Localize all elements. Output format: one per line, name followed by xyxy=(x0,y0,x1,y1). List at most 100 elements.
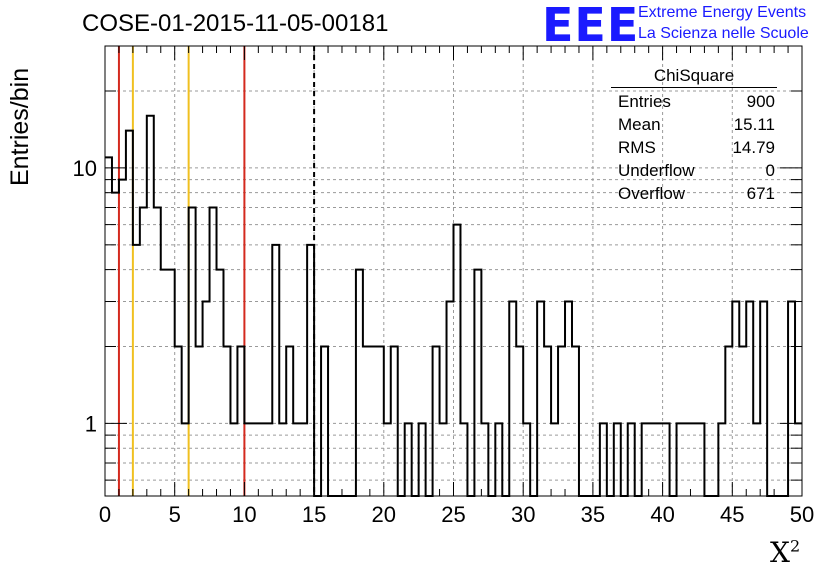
histogram-bin xyxy=(649,423,656,496)
histogram-bin xyxy=(384,423,391,496)
histogram-bin xyxy=(321,347,328,496)
histogram-bin xyxy=(600,423,607,496)
histogram-bin xyxy=(133,245,140,496)
x-tick-label: 50 xyxy=(790,502,814,527)
axis-ticks xyxy=(104,45,803,496)
stats-value: 900 xyxy=(746,92,775,111)
histogram-bin xyxy=(663,423,670,496)
histogram-bin xyxy=(447,302,454,496)
histogram-bin xyxy=(523,423,530,496)
stats-row-entries: Entries 900 xyxy=(611,90,777,113)
histogram-bin xyxy=(558,347,565,496)
x-axis-label-text: X xyxy=(770,536,790,569)
stats-label: Entries xyxy=(618,92,671,111)
histogram-bin xyxy=(175,347,182,496)
histogram-bin xyxy=(363,347,370,496)
histogram-bin xyxy=(196,347,203,496)
x-axis-label: X2 xyxy=(770,536,800,569)
histogram-bin xyxy=(460,423,467,496)
histogram-bin xyxy=(690,423,697,496)
stats-row-mean: Mean 15.11 xyxy=(611,113,777,136)
y-tick-label: 1 xyxy=(85,411,97,436)
x-axis-label-superscript: 2 xyxy=(789,536,801,556)
histogram-bin xyxy=(537,302,544,496)
histogram-bin xyxy=(300,423,307,496)
histogram-bin xyxy=(223,347,230,496)
histogram-line xyxy=(105,114,802,497)
chart-title: COSE-01-2015-11-05-00181 xyxy=(82,10,389,37)
histogram-bin xyxy=(272,245,279,496)
histogram-bin xyxy=(237,347,244,496)
x-tick-label: 35 xyxy=(581,502,605,527)
histogram-bin xyxy=(161,270,168,496)
histogram-bin xyxy=(189,207,196,496)
histogram-bin xyxy=(182,423,189,496)
histogram-bin xyxy=(788,302,795,496)
histogram-bin xyxy=(440,423,447,496)
histogram-bin xyxy=(474,270,481,496)
stats-value: 15.11 xyxy=(733,115,775,134)
brand-line-1: Extreme Energy Events xyxy=(638,4,807,21)
histogram-bin xyxy=(265,423,272,496)
histogram-bin xyxy=(168,270,175,496)
stats-value: 0 xyxy=(765,161,775,180)
stats-value: 671 xyxy=(746,184,775,203)
stats-label: RMS xyxy=(618,138,656,157)
histogram-bin xyxy=(677,423,684,496)
stats-label: Underflow xyxy=(618,161,695,180)
histogram-bin xyxy=(230,423,237,496)
histogram-bin xyxy=(656,423,663,496)
histogram-bin xyxy=(356,270,363,496)
histogram-bin xyxy=(293,423,300,496)
stats-label: Mean xyxy=(618,115,661,134)
histogram-bin xyxy=(739,347,746,496)
histogram-bin xyxy=(140,207,147,496)
histogram-bin xyxy=(147,116,154,496)
histogram-bin xyxy=(419,423,426,496)
histogram-bin xyxy=(509,302,516,496)
histogram-bin xyxy=(614,423,621,496)
tick-labels: 0 5 10 15 20 25 30 35 40 45 50 1 10 xyxy=(73,156,815,527)
x-tick-label: 30 xyxy=(511,502,535,527)
histogram-bin xyxy=(370,347,377,496)
x-tick-label: 5 xyxy=(169,502,181,527)
histogram-bin xyxy=(684,423,691,496)
x-tick-label: 45 xyxy=(720,502,744,527)
histogram-bin xyxy=(405,423,412,496)
histogram-bin xyxy=(251,423,258,496)
histogram-bin xyxy=(203,302,210,496)
x-tick-label: 40 xyxy=(650,502,674,527)
histogram-bin xyxy=(760,302,767,496)
eee-logo: EEE xyxy=(542,0,640,52)
histogram-bin xyxy=(377,347,384,496)
brand-line-2: La Scienza nelle Scuole xyxy=(638,25,809,42)
x-tick-label: 10 xyxy=(232,502,256,527)
histogram-bin xyxy=(551,423,558,496)
histogram-bin xyxy=(565,302,572,496)
histogram-bin xyxy=(642,423,649,496)
histogram-bin xyxy=(119,180,126,496)
histogram-bin xyxy=(732,302,739,496)
histogram-bin xyxy=(725,347,732,496)
histogram-bin xyxy=(258,423,265,496)
histogram-bin xyxy=(126,131,133,496)
histogram-bin xyxy=(391,347,398,496)
histogram-bin xyxy=(112,193,119,496)
histogram-bin xyxy=(454,225,461,496)
histogram-bin xyxy=(753,423,760,496)
histogram-bin xyxy=(628,423,635,496)
stats-box: ChiSquare Entries 900 Mean 15.11 RMS 14.79 … xyxy=(611,66,777,205)
x-tick-label: 20 xyxy=(372,502,396,527)
stats-row-underflow: Underflow 0 xyxy=(611,159,777,182)
histogram-bin xyxy=(495,423,502,496)
histogram-bin xyxy=(217,270,224,496)
stats-row-rms: RMS 14.79 xyxy=(611,136,777,159)
histogram-bin xyxy=(746,302,753,496)
histogram-bin xyxy=(105,157,112,496)
histogram-bin xyxy=(279,423,286,496)
y-axis-label: Entries/bin xyxy=(6,67,34,186)
stats-value: 14.79 xyxy=(732,138,775,157)
histogram-bin xyxy=(244,423,251,496)
histogram-bin xyxy=(572,347,579,496)
